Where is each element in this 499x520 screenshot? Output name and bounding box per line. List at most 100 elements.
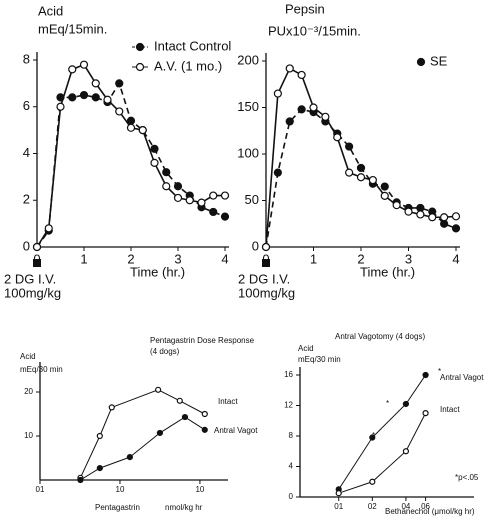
series-label: Antral Vagot	[440, 373, 484, 382]
x-tick-label: 02	[368, 502, 377, 511]
legend-label: SE	[430, 53, 448, 68]
x-tick-label: 2	[357, 251, 364, 266]
annotation: *	[386, 399, 389, 408]
point	[68, 65, 77, 74]
chart-title: (4 dogs)	[150, 347, 180, 356]
point	[209, 191, 218, 200]
y-axis-label: Pepsin	[285, 1, 325, 16]
point	[451, 224, 461, 233]
point	[297, 105, 306, 114]
point	[79, 90, 89, 100]
point	[162, 168, 171, 177]
y-tick-label: 100	[237, 145, 259, 160]
point	[156, 429, 164, 437]
point	[68, 93, 77, 102]
point	[173, 182, 183, 191]
point	[126, 454, 133, 461]
y-tick-label: 4	[23, 145, 30, 160]
point	[285, 64, 294, 73]
x-axis-label: Time (hr.)	[360, 264, 415, 279]
x-tick-label: 01	[36, 485, 45, 494]
point	[108, 404, 115, 411]
point	[150, 158, 159, 167]
series-line	[265, 67, 457, 248]
point	[176, 397, 183, 404]
series-line	[338, 412, 427, 494]
point	[356, 163, 366, 173]
point	[380, 182, 389, 191]
series-label: Antral Vagot	[214, 426, 258, 435]
x-tick-label: 04	[401, 502, 410, 511]
x-tick-label: 10	[195, 485, 204, 494]
point	[451, 212, 461, 221]
annotation: *	[438, 367, 441, 376]
x-tick-label: 0	[33, 251, 40, 266]
point	[138, 126, 147, 135]
point	[32, 242, 42, 252]
point	[369, 434, 376, 441]
y-tick-label: 6	[23, 98, 30, 113]
annotation: *p<.05	[455, 473, 479, 482]
y-tick-label: 4	[289, 462, 294, 471]
y-tick-label: 8	[23, 51, 30, 66]
y-tick-label: 0	[252, 238, 259, 253]
annotation: 100mg/kg	[4, 285, 61, 300]
legend-marker	[135, 62, 145, 72]
y-tick-label: 10	[24, 431, 33, 440]
x-tick-label: 3	[174, 251, 181, 266]
x-tick-label: 2	[127, 251, 134, 266]
point	[422, 410, 429, 417]
point	[115, 107, 124, 116]
point	[103, 95, 112, 104]
y-tick-label: 150	[237, 99, 259, 114]
series-line	[338, 374, 426, 490]
point	[273, 168, 282, 177]
point	[96, 465, 103, 472]
legend-label: A.V. (1 mo.)	[154, 58, 222, 73]
point	[56, 102, 65, 111]
point	[321, 112, 330, 121]
point	[44, 224, 53, 233]
x-axis-label: Time (hr.)	[130, 264, 185, 279]
x-tick-label: 0	[262, 251, 269, 266]
point	[201, 410, 208, 418]
y-tick-label: 16	[284, 370, 293, 379]
y-tick-label: 2	[23, 192, 30, 207]
point	[115, 79, 124, 88]
point	[392, 201, 401, 210]
series-line	[80, 416, 206, 481]
point	[422, 371, 429, 379]
point	[356, 173, 366, 182]
point	[261, 242, 271, 252]
point	[335, 490, 342, 497]
point	[273, 89, 282, 98]
chart-title: Pentagastrin Dose Response	[150, 336, 255, 345]
dose-marker	[262, 259, 270, 267]
point	[181, 413, 189, 421]
point	[333, 133, 342, 142]
point	[402, 448, 410, 455]
x-tick-label: 01	[334, 502, 343, 511]
y-tick-label: 50	[245, 192, 259, 207]
y-axis-label: mEq/30 min	[298, 355, 341, 364]
point	[155, 386, 162, 393]
point	[428, 213, 437, 222]
point	[79, 60, 89, 69]
point	[402, 400, 410, 408]
dose-marker	[33, 259, 41, 267]
y-axis-label: Acid	[38, 3, 63, 18]
point	[345, 168, 354, 177]
point	[150, 144, 159, 153]
point	[404, 207, 413, 216]
point	[91, 93, 100, 102]
y-axis-label: mEq/15min.	[38, 21, 107, 36]
point	[440, 213, 449, 222]
series-line	[36, 81, 226, 248]
point	[96, 432, 103, 440]
x-tick-label: 4	[221, 251, 228, 266]
annotation: 2 DG I.V.	[4, 271, 56, 286]
point	[185, 196, 194, 205]
point	[369, 478, 376, 485]
legend-label: Intact Control	[154, 38, 231, 53]
